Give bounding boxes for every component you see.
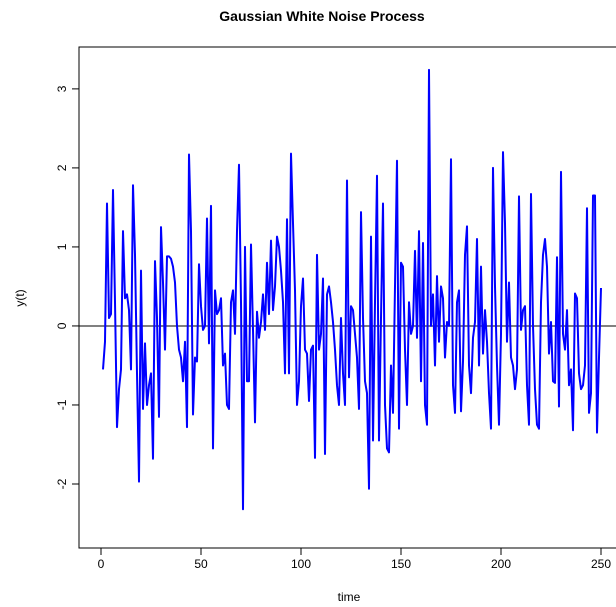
x-axis-label: time [338, 590, 361, 604]
x-tick-label: 100 [291, 557, 311, 571]
data-line [102, 68, 602, 511]
y-axis-label: y(t) [13, 289, 27, 306]
y-tick-label: 3 [55, 85, 69, 92]
y-tick-label: -1 [55, 399, 69, 410]
x-tick-label: 200 [491, 557, 511, 571]
y-tick-label: 1 [55, 243, 69, 250]
x-tick-label: 50 [194, 557, 208, 571]
x-tick-label: 250 [591, 557, 611, 571]
x-tick-label: 150 [391, 557, 411, 571]
y-tick-label: 2 [55, 164, 69, 171]
y-tick-label: 0 [55, 322, 69, 329]
y-tick-label: -2 [55, 478, 69, 489]
plot-frame [78, 46, 616, 549]
x-tick-label: 0 [98, 557, 105, 571]
chart-title: Gaussian White Noise Process [219, 8, 425, 24]
